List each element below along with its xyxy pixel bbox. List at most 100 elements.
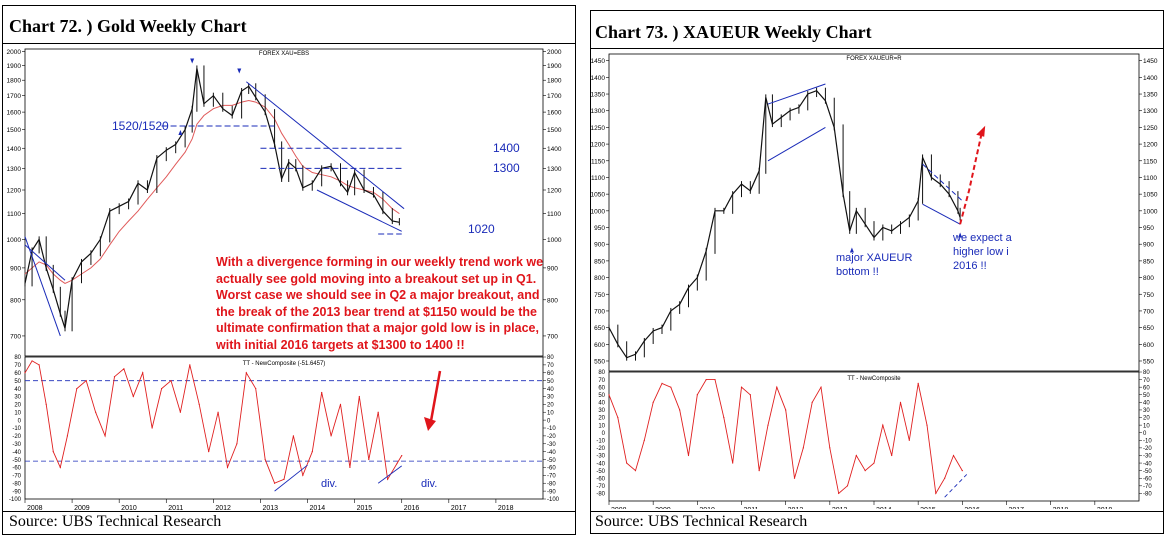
osc-y-tick-label: -50	[547, 458, 556, 464]
osc-y-tick-label: 70	[1143, 378, 1150, 384]
oscillator-point	[236, 443, 238, 445]
oscillator-point	[396, 462, 398, 465]
forecast-arrow-icon	[976, 125, 986, 137]
y-tick-label: 1400	[7, 146, 22, 153]
oscillator-point	[820, 386, 822, 388]
higher-low-line: 2016 !!	[953, 260, 987, 272]
oscillator-point	[714, 378, 716, 381]
y-tick-label: 1350	[1143, 92, 1158, 99]
osc-y-tick-label: 30	[547, 395, 554, 401]
oscillator-point	[961, 470, 963, 472]
y-tick-label: 1000	[1143, 208, 1158, 215]
osc-y-tick-label: -80	[596, 492, 605, 498]
oscillator-point	[846, 485, 849, 487]
x-tick-label: 2012	[215, 505, 231, 510]
osc-y-tick-label: 60	[547, 371, 554, 377]
price-pane-frame	[608, 53, 1140, 372]
oscillator-point	[723, 416, 725, 419]
osc-y-tick-label: 0	[1143, 431, 1147, 437]
oscillator-point	[952, 454, 955, 457]
oscillator-point	[679, 409, 681, 411]
oscillator-point	[95, 411, 97, 413]
y-tick-label: 1050	[591, 192, 605, 199]
higher-low-line: higher low i	[953, 246, 1009, 258]
oscillator-point	[944, 477, 946, 479]
title-divider	[3, 43, 575, 44]
y-tick-label: 1100	[547, 211, 561, 218]
bottom-note-line: bottom !!	[836, 266, 879, 278]
up-arrow-icon	[958, 232, 963, 238]
osc-y-tick-label: -90	[12, 489, 21, 495]
pivot-arrow-icon	[178, 130, 183, 136]
y-tick-label: 800	[594, 275, 605, 282]
y-tick-label: 1900	[7, 63, 22, 70]
x-tick-label: 2018	[498, 505, 514, 510]
oscillator-point	[776, 386, 778, 388]
y-tick-label: 1300	[591, 108, 605, 115]
y-tick-label: 1700	[547, 93, 562, 100]
bear-trend-line	[246, 81, 405, 210]
level-label-1300: 1300	[493, 161, 520, 175]
y-tick-label: 550	[1143, 358, 1154, 365]
osc-y-tick-label: -40	[12, 450, 21, 456]
x-tick-label: 2014	[876, 507, 892, 509]
x-tick-label: 2019	[1097, 507, 1113, 509]
oscillator-point	[705, 378, 707, 381]
level-label-1020: 1020	[468, 222, 495, 236]
y-tick-label: 1150	[591, 158, 605, 165]
osc-y-tick-label: -30	[596, 454, 605, 460]
oscillator-point	[617, 416, 619, 419]
osc-y-tick-label: 80	[598, 370, 605, 376]
y-tick-label: 1400	[591, 75, 605, 82]
source-divider	[591, 511, 1163, 512]
price-pane-frame	[24, 48, 544, 357]
oscillator-point	[864, 470, 866, 472]
chart-title: Chart 72. ) Gold Weekly Chart	[9, 16, 247, 36]
osc-y-tick-label: 60	[1143, 385, 1150, 391]
osc-y-tick-label: -40	[596, 461, 605, 467]
osc-y-tick-label: -40	[547, 450, 556, 456]
oscillator-point	[626, 462, 628, 464]
source-divider	[3, 511, 575, 512]
oscillator-point	[132, 395, 134, 398]
osc-y-tick-label: 30	[598, 408, 605, 414]
oscillator-point	[38, 364, 40, 366]
oscillator-point	[608, 394, 610, 396]
osc-y-tick-label: -20	[596, 446, 605, 452]
osc-y-tick-label: 40	[14, 387, 21, 393]
chart-source: Source: UBS Technical Research	[9, 513, 222, 530]
higher-low-note: we expect a higher low i 2016 !!	[953, 231, 1012, 273]
osc-y-tick-label: 40	[598, 401, 605, 407]
support-trend-line	[316, 189, 402, 232]
oscillator-label: TT - NewComposite	[847, 376, 901, 382]
osc-y-tick-label: 50	[547, 379, 554, 385]
oscillator-point	[123, 368, 125, 370]
oscillator-point	[76, 387, 78, 390]
oscillator-point	[85, 380, 87, 382]
osc-y-tick-label: -10	[547, 426, 556, 432]
oscillator-line	[24, 360, 403, 484]
osc-y-tick-label: 70	[598, 378, 605, 384]
oscillator-point	[908, 439, 910, 441]
y-tick-label: 950	[1143, 225, 1154, 232]
forecast-arrow-shaft	[429, 370, 442, 422]
y-tick-label: 1000	[7, 237, 22, 244]
divergence-label-2: div.	[421, 478, 438, 490]
oscillator-point	[926, 424, 928, 426]
oscillator-point	[142, 372, 144, 374]
oscillator-point	[349, 466, 351, 469]
osc-y-tick-label: 50	[1143, 393, 1150, 399]
oscillator-point	[882, 424, 884, 426]
y-tick-label: 700	[594, 308, 605, 315]
wedge-line-lower	[922, 203, 961, 225]
oscillator-point	[151, 427, 153, 429]
osc-y-tick-label: -20	[1143, 446, 1152, 452]
oscillator-point	[661, 382, 663, 384]
higher-low-line: we expect a	[953, 232, 1012, 244]
y-tick-label: 900	[10, 265, 21, 272]
oscillator-point	[855, 454, 857, 457]
oscillator-point	[273, 482, 276, 484]
oscillator-point	[740, 386, 743, 388]
y-tick-label: 1200	[1143, 142, 1158, 149]
oscillator-point	[387, 478, 389, 480]
